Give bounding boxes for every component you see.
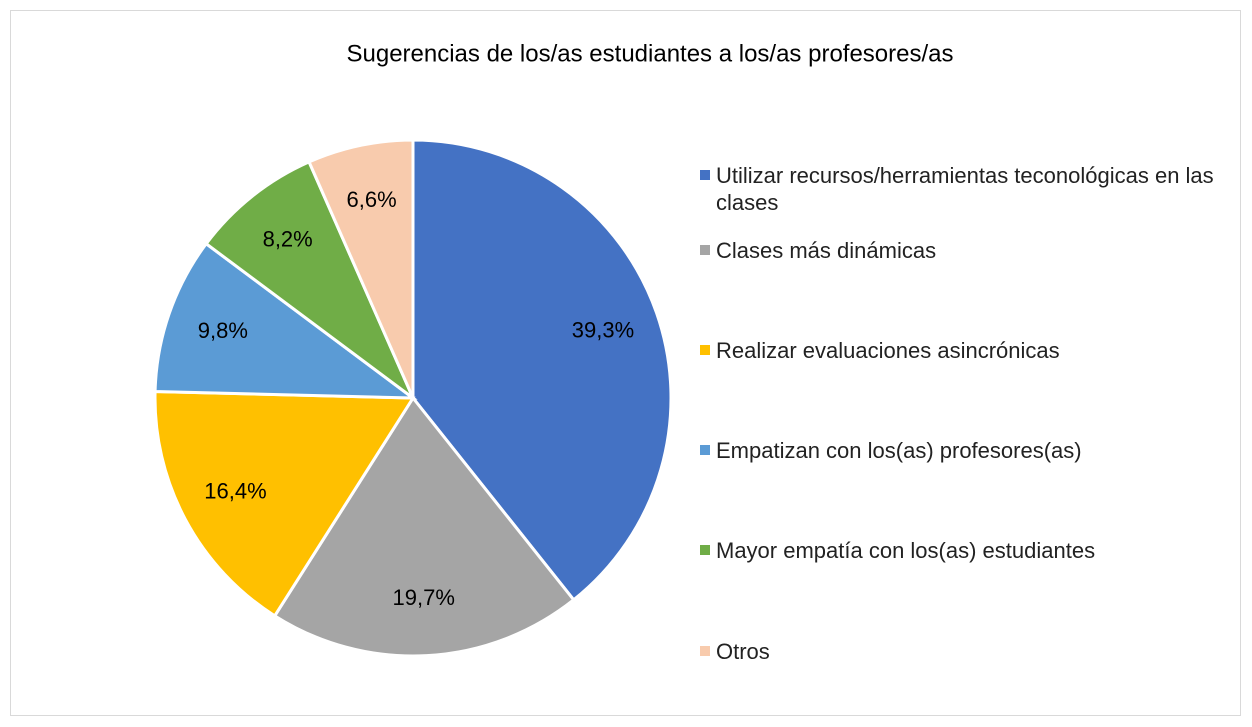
data-label: 16,4% <box>204 479 266 504</box>
pie-slice <box>272 395 576 658</box>
legend-label: Clases más dinámicas <box>716 238 937 263</box>
legend-swatch <box>700 445 710 455</box>
data-label: 9,8% <box>198 318 248 343</box>
data-label: 19,7% <box>393 585 455 610</box>
legend-label: Empatizan con los(as) profesores(as) <box>716 438 1082 463</box>
legend-swatch <box>700 646 710 656</box>
legend-swatch <box>700 345 710 355</box>
legend-swatch <box>700 170 710 180</box>
data-label: 39,3% <box>572 317 634 342</box>
legend-item: Empatizan con los(as) profesores(as) <box>700 437 1240 464</box>
pie-slice <box>204 159 417 403</box>
data-label: 6,6% <box>346 187 396 212</box>
legend-label: Otros <box>716 639 770 664</box>
legend-item: Realizar evaluaciones asincrónicas <box>700 337 1240 364</box>
data-label: 8,2% <box>263 226 313 251</box>
legend-item: Otros <box>700 638 1240 665</box>
pie-slice <box>411 138 673 602</box>
legend-item: Utilizar recursos/herramientas teconológ… <box>700 162 1240 216</box>
pie-slice <box>153 241 418 400</box>
pie-slice <box>307 138 415 399</box>
legend-item: Mayor empatía con los(as) estudiantes <box>700 537 1240 564</box>
legend-label: Realizar evaluaciones asincrónicas <box>716 338 1060 363</box>
legend-swatch <box>700 245 710 255</box>
pie-slice <box>153 389 416 618</box>
legend-item: Clases más dinámicas <box>700 237 1240 264</box>
legend-swatch <box>700 545 710 555</box>
legend-label: Mayor empatía con los(as) estudiantes <box>716 538 1096 563</box>
chart-title: Sugerencias de los/as estudiantes a los/… <box>346 40 953 67</box>
legend-label: Utilizar recursos/herramientas teconológ… <box>716 163 1214 215</box>
